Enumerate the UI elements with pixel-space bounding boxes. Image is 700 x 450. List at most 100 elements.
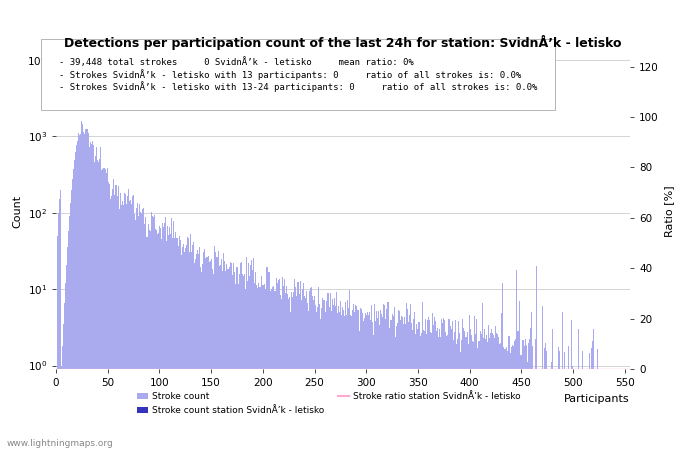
- Bar: [150, 212, 152, 450]
- Bar: [462, 319, 463, 450]
- Bar: [399, 311, 400, 450]
- Bar: [518, 331, 519, 450]
- Bar: [340, 301, 341, 450]
- Bar: [235, 284, 237, 450]
- Bar: [68, 231, 69, 450]
- Bar: [510, 346, 512, 450]
- Bar: [364, 318, 365, 450]
- Bar: [215, 252, 216, 450]
- Bar: [512, 346, 514, 450]
- Bar: [127, 196, 128, 450]
- Bar: [64, 303, 65, 450]
- Bar: [490, 333, 491, 450]
- Bar: [230, 262, 231, 450]
- Bar: [139, 204, 140, 450]
- Bar: [380, 310, 382, 450]
- Bar: [377, 318, 378, 450]
- Bar: [308, 310, 309, 450]
- Bar: [354, 312, 356, 450]
- Bar: [153, 217, 154, 450]
- Bar: [260, 287, 261, 450]
- Bar: [136, 208, 137, 450]
- Bar: [589, 353, 590, 450]
- Bar: [103, 167, 104, 450]
- Bar: [386, 309, 388, 450]
- Bar: [467, 332, 468, 450]
- Legend: Stroke count, Stroke count station SvidnÅ’k - letisko, Stroke ratio station Svid: Stroke count, Stroke count station Svidn…: [133, 389, 525, 419]
- Bar: [77, 141, 78, 450]
- Bar: [451, 329, 452, 450]
- Bar: [317, 307, 318, 450]
- Bar: [344, 316, 345, 450]
- Bar: [282, 276, 283, 450]
- Bar: [198, 254, 200, 450]
- Bar: [290, 312, 291, 450]
- Bar: [454, 333, 455, 450]
- Bar: [434, 317, 435, 450]
- Bar: [506, 347, 507, 450]
- Bar: [107, 168, 108, 450]
- Bar: [419, 336, 421, 450]
- Bar: [72, 179, 73, 450]
- Bar: [164, 223, 165, 450]
- Bar: [435, 321, 436, 450]
- Bar: [247, 281, 248, 450]
- Bar: [498, 337, 499, 450]
- Bar: [223, 253, 224, 450]
- Bar: [379, 325, 380, 450]
- Bar: [80, 134, 81, 450]
- Bar: [491, 329, 492, 450]
- Bar: [118, 209, 120, 450]
- Bar: [326, 301, 328, 450]
- Bar: [367, 312, 368, 450]
- Bar: [527, 362, 528, 450]
- Bar: [551, 361, 552, 450]
- Bar: [287, 294, 288, 450]
- Bar: [306, 291, 307, 450]
- Bar: [148, 230, 150, 450]
- Bar: [270, 291, 271, 450]
- Bar: [284, 279, 285, 450]
- Bar: [169, 227, 170, 450]
- Bar: [427, 320, 428, 450]
- Bar: [126, 204, 127, 450]
- Bar: [192, 245, 193, 450]
- Bar: [60, 190, 61, 450]
- Bar: [346, 315, 347, 450]
- Bar: [71, 190, 72, 450]
- Bar: [193, 242, 194, 450]
- Bar: [214, 246, 215, 450]
- Bar: [347, 300, 348, 450]
- Bar: [339, 311, 340, 450]
- Bar: [108, 182, 109, 450]
- Bar: [267, 272, 269, 450]
- Bar: [74, 160, 75, 450]
- Bar: [504, 349, 505, 450]
- Bar: [300, 300, 302, 450]
- Bar: [464, 331, 465, 450]
- Bar: [271, 288, 272, 450]
- Bar: [318, 287, 319, 450]
- Bar: [460, 352, 461, 450]
- Title: Detections per participation count of the last 24h for station: SvidnÅ’k - letis: Detections per participation count of th…: [64, 35, 622, 50]
- Bar: [254, 283, 255, 450]
- Bar: [494, 338, 495, 450]
- Bar: [178, 236, 180, 450]
- Bar: [109, 184, 111, 450]
- Bar: [322, 298, 323, 450]
- Bar: [197, 250, 198, 450]
- Bar: [258, 283, 259, 450]
- Bar: [558, 347, 559, 450]
- Bar: [61, 365, 62, 450]
- Bar: [441, 319, 442, 450]
- Bar: [324, 300, 326, 450]
- Bar: [243, 276, 244, 450]
- Bar: [406, 303, 407, 450]
- Bar: [137, 203, 138, 450]
- Bar: [211, 269, 213, 450]
- Bar: [319, 304, 320, 450]
- Bar: [116, 196, 118, 450]
- Bar: [225, 270, 226, 450]
- Text: - 39,448 total strokes     0 SvidnÅ’k - letisko     mean ratio: 0%
- Strokes Svi: - 39,448 total strokes 0 SvidnÅ’k - leti…: [59, 57, 537, 92]
- Bar: [85, 129, 87, 450]
